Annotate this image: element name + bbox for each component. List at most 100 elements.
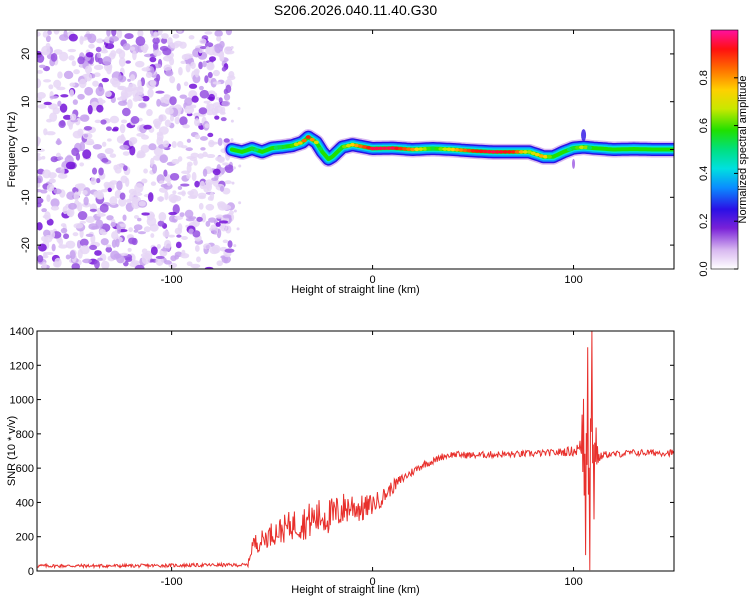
noise-blob: [177, 156, 183, 162]
ridge-hotspot: [370, 146, 376, 151]
noise-blob: [94, 119, 102, 124]
noise-blob: [44, 251, 54, 256]
noise-blob: [59, 103, 68, 113]
ridge-hotspot: [506, 150, 512, 154]
noise-blob: [237, 107, 241, 111]
noise-blob: [135, 60, 145, 68]
ridge-hotspot: [249, 146, 255, 151]
noise-blob: [84, 140, 95, 146]
ridge-hotspot: [462, 148, 468, 153]
noise-blob: [196, 216, 203, 222]
noise-blob: [171, 158, 180, 165]
noise-blob: [233, 244, 237, 248]
noise-blob: [190, 152, 199, 158]
noise-blob: [43, 79, 52, 83]
noise-blob: [52, 107, 61, 115]
noise-blob: [50, 52, 58, 62]
ridge-hotspot: [309, 137, 315, 142]
noise-blob: [194, 69, 200, 78]
noise-blob: [118, 57, 126, 67]
noise-blob: [122, 214, 127, 221]
noise-blob: [42, 30, 48, 38]
noise-blob: [136, 132, 146, 137]
noise-blob: [37, 254, 44, 263]
snr-y-tick-label: 0: [28, 566, 34, 578]
noise-blob: [168, 211, 178, 216]
colorbar-label: Normalized spectral amplitude: [737, 76, 749, 224]
noise-blob: [122, 151, 130, 156]
noise-blob: [79, 238, 89, 247]
noise-blob: [187, 195, 198, 199]
noise-blob: [153, 31, 158, 39]
noise-blob: [130, 116, 140, 124]
noise-blob: [194, 118, 200, 127]
noise-blob: [72, 130, 83, 139]
noise-blob: [214, 30, 223, 37]
noise-blob: [150, 181, 157, 186]
ridge-hotspot: [482, 149, 488, 154]
ridge-hotspot: [579, 145, 585, 150]
noise-blob: [198, 202, 204, 210]
noise-blob: [72, 99, 78, 105]
ridge-hotspot: [470, 149, 476, 153]
noise-blob: [97, 97, 103, 102]
noise-blob: [138, 102, 147, 108]
noise-blob: [46, 183, 55, 192]
noise-blob: [95, 219, 104, 228]
snr-y-tick-label: 400: [16, 497, 34, 509]
ridge-hotspot: [438, 147, 444, 151]
noise-blob: [67, 48, 77, 53]
noise-blob: [110, 50, 117, 58]
noise-blob: [37, 78, 42, 89]
noise-blob: [105, 126, 112, 131]
noise-blob: [53, 30, 60, 35]
ridge-hotspot: [273, 145, 279, 150]
ridge-hotspot: [442, 147, 448, 151]
noise-blob: [186, 173, 191, 180]
spectrogram-x-tick-label: 100: [564, 274, 582, 286]
noise-blob: [191, 95, 199, 103]
noise-blob: [220, 223, 228, 232]
noise-blob: [223, 46, 232, 55]
noise-blob: [69, 113, 77, 121]
noise-blob: [121, 92, 129, 97]
noise-blob: [134, 264, 145, 269]
noise-blob: [46, 194, 51, 203]
noise-blob: [85, 233, 94, 237]
noise-blob: [88, 43, 95, 49]
ridge-hotspot: [446, 147, 452, 152]
noise-blob: [110, 250, 120, 260]
noise-blob: [140, 144, 150, 153]
noise-blob: [37, 197, 44, 204]
noise-blob: [157, 220, 165, 227]
ridge-hotspot: [354, 143, 360, 148]
noise-blob: [125, 198, 132, 204]
noise-blob: [137, 30, 144, 37]
noise-blob: [85, 216, 95, 224]
noise-blob: [37, 152, 41, 157]
noise-blob: [230, 119, 234, 123]
noise-blob: [65, 161, 76, 170]
noise-blob: [118, 86, 125, 91]
noise-blob: [202, 60, 207, 68]
noise-blob: [220, 106, 226, 114]
ridge-hotspot: [486, 149, 492, 154]
noise-blob: [42, 254, 49, 259]
noise-blob: [129, 46, 136, 51]
noise-blob: [45, 35, 51, 43]
noise-blob: [215, 214, 224, 219]
noise-blob: [169, 96, 177, 106]
ridge-hotspot: [502, 150, 508, 154]
noise-blob: [118, 197, 127, 207]
noise-blob: [66, 191, 76, 200]
ridge-hotspot: [583, 145, 589, 150]
spectrogram-y-tick-label: 10: [20, 96, 32, 108]
noise-blob: [109, 35, 120, 42]
noise-blob: [221, 66, 227, 72]
noise-blob: [186, 261, 193, 267]
ridge-hotspot: [422, 147, 428, 151]
noise-blob: [158, 212, 167, 222]
noise-blob: [119, 144, 130, 150]
noise-blob: [216, 36, 222, 42]
noise-blob: [111, 239, 117, 248]
